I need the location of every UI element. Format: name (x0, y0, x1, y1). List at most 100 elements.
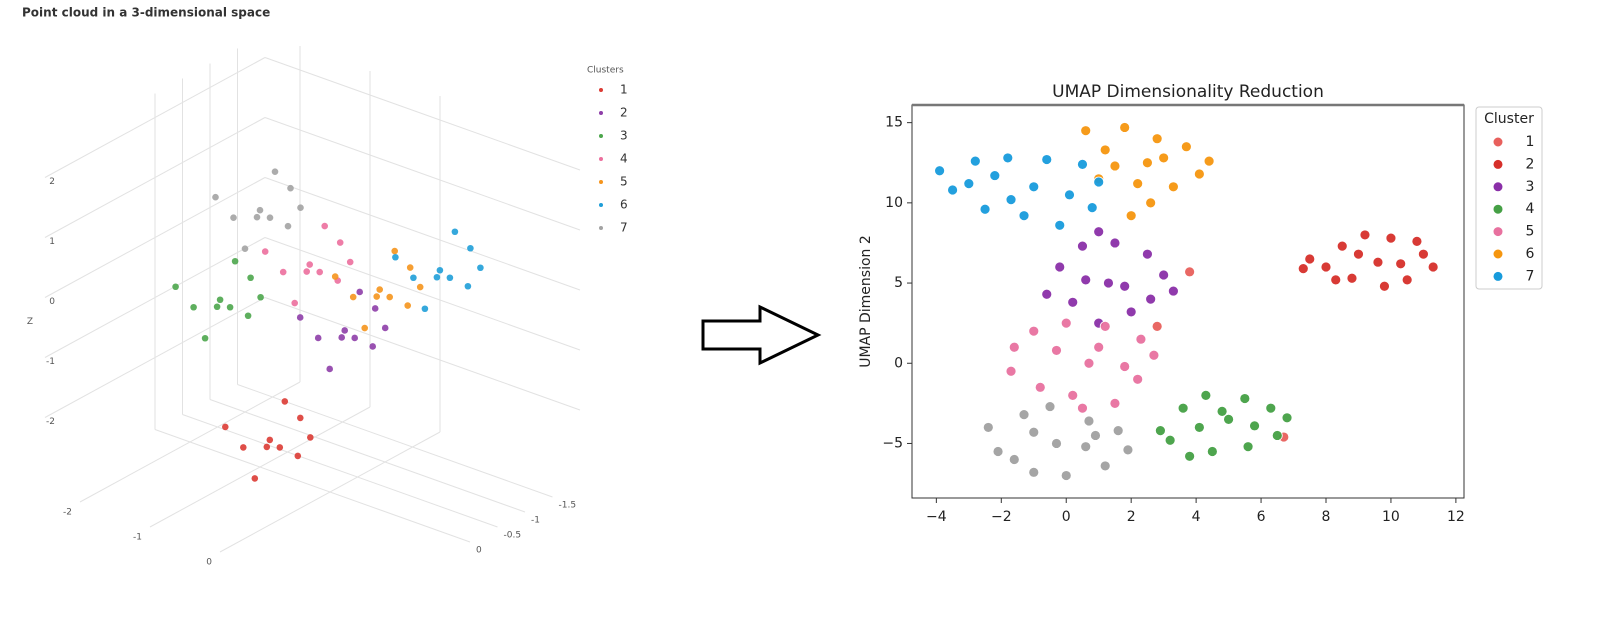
point (281, 398, 289, 405)
point (244, 312, 252, 320)
x-tick-label: 8 (1322, 509, 1331, 525)
legend-label: 1 (1526, 134, 1535, 150)
point (1028, 466, 1040, 478)
point (291, 299, 299, 307)
point (1320, 261, 1332, 273)
point (1054, 219, 1066, 231)
point (410, 274, 417, 282)
point (361, 324, 369, 332)
x-tick-label: 12 (1447, 509, 1465, 525)
y-tick-label: 0 (476, 546, 482, 556)
grid-line (209, 399, 526, 513)
point (1184, 266, 1196, 278)
legend-label: 4 (1526, 201, 1535, 217)
legend-marker (1492, 270, 1504, 282)
point (1142, 157, 1153, 169)
legend-label: 5 (1526, 224, 1535, 240)
point (1158, 269, 1170, 281)
point (1093, 176, 1105, 188)
point (1167, 181, 1179, 193)
point (1330, 274, 1342, 286)
point (226, 303, 234, 311)
point (341, 327, 349, 334)
point (331, 273, 339, 280)
point (321, 222, 329, 230)
point (231, 257, 239, 265)
point (467, 244, 474, 252)
legend-title: Cluster (1484, 111, 1534, 127)
point (386, 293, 394, 301)
y-tick-label: 10 (885, 195, 903, 211)
grid-line (237, 384, 553, 498)
x-tick-label: −4 (926, 509, 947, 525)
point (406, 264, 414, 271)
point (1142, 248, 1153, 260)
point (1249, 420, 1260, 432)
plot-frame (911, 104, 1465, 499)
point (421, 305, 429, 313)
point (392, 253, 399, 261)
point (213, 303, 221, 311)
point (1099, 320, 1111, 332)
point (1034, 381, 1046, 393)
point (257, 293, 264, 301)
point (451, 228, 459, 236)
point (216, 296, 224, 304)
grid-line (264, 57, 581, 171)
point (1353, 248, 1364, 260)
x-tick-label: 6 (1257, 509, 1266, 525)
point (316, 268, 324, 276)
point (1395, 258, 1407, 270)
point (240, 444, 247, 451)
point (1401, 274, 1413, 286)
point (1119, 361, 1131, 372)
point (371, 305, 379, 312)
grid-line (264, 237, 581, 351)
legend-marker (1492, 226, 1504, 238)
point (391, 247, 399, 255)
point (1297, 263, 1309, 275)
legend-marker (1492, 158, 1504, 170)
point (1151, 320, 1163, 332)
point (284, 222, 292, 230)
point (326, 365, 334, 373)
point (1005, 194, 1017, 206)
point (1122, 444, 1134, 456)
point (477, 264, 484, 272)
point (336, 239, 344, 246)
point (297, 414, 304, 422)
point (276, 444, 284, 451)
x-tick-label: -1 (133, 533, 142, 543)
point (1427, 261, 1439, 273)
point (1145, 197, 1157, 209)
point (934, 165, 945, 177)
point (1067, 389, 1079, 401)
point (982, 422, 994, 433)
point (303, 268, 311, 275)
legend-label: 3 (620, 129, 628, 143)
arrow (701, 304, 822, 366)
point (190, 303, 197, 311)
point (992, 446, 1004, 457)
x-tick-label: 10 (1382, 509, 1400, 525)
point (306, 261, 314, 268)
point (297, 204, 304, 211)
x-tick-label: 4 (1192, 509, 1201, 525)
y-tick-label: -0.5 (504, 531, 522, 541)
point (253, 213, 261, 221)
point (172, 283, 179, 291)
legend-marker (1492, 136, 1504, 148)
legend-title: Clusters (587, 66, 624, 76)
z-tick-label: 0 (49, 297, 55, 307)
point (1206, 446, 1218, 457)
point (1008, 454, 1020, 465)
grid-line (264, 177, 581, 291)
x-tick-label: 0 (206, 558, 212, 568)
point (263, 443, 271, 451)
point (351, 334, 359, 342)
point (1193, 168, 1205, 180)
point (266, 436, 274, 444)
point (1041, 154, 1053, 165)
point (1080, 274, 1092, 286)
point (1119, 280, 1131, 292)
